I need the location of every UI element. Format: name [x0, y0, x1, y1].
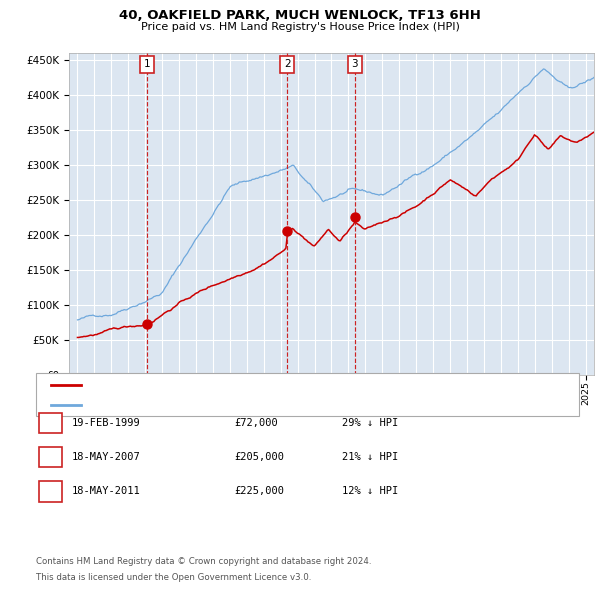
Text: 2: 2	[284, 60, 290, 70]
Text: 1: 1	[144, 60, 151, 70]
Text: 40, OAKFIELD PARK, MUCH WENLOCK, TF13 6HH: 40, OAKFIELD PARK, MUCH WENLOCK, TF13 6H…	[119, 9, 481, 22]
Text: 3: 3	[352, 60, 358, 70]
Text: 18-MAY-2011: 18-MAY-2011	[72, 487, 141, 496]
Text: 3: 3	[47, 487, 54, 496]
Text: 29% ↓ HPI: 29% ↓ HPI	[342, 418, 398, 428]
Text: £72,000: £72,000	[234, 418, 278, 428]
Text: 12% ↓ HPI: 12% ↓ HPI	[342, 487, 398, 496]
Text: This data is licensed under the Open Government Licence v3.0.: This data is licensed under the Open Gov…	[36, 572, 311, 582]
Text: 18-MAY-2007: 18-MAY-2007	[72, 453, 141, 462]
Text: 2: 2	[47, 453, 54, 462]
Text: 21% ↓ HPI: 21% ↓ HPI	[342, 453, 398, 462]
Text: 19-FEB-1999: 19-FEB-1999	[72, 418, 141, 428]
Text: 1: 1	[47, 418, 54, 428]
Text: £225,000: £225,000	[234, 487, 284, 496]
Text: Price paid vs. HM Land Registry's House Price Index (HPI): Price paid vs. HM Land Registry's House …	[140, 22, 460, 32]
Text: Contains HM Land Registry data © Crown copyright and database right 2024.: Contains HM Land Registry data © Crown c…	[36, 557, 371, 566]
Text: 40, OAKFIELD PARK, MUCH WENLOCK, TF13 6HH (detached house): 40, OAKFIELD PARK, MUCH WENLOCK, TF13 6H…	[87, 380, 434, 390]
Text: £205,000: £205,000	[234, 453, 284, 462]
Text: HPI: Average price, detached house, Shropshire: HPI: Average price, detached house, Shro…	[87, 400, 336, 410]
